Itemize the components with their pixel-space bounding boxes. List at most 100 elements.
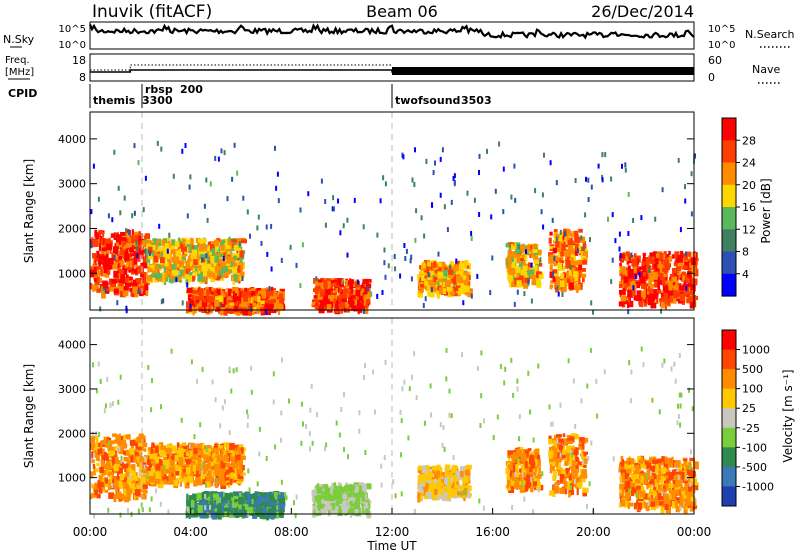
- power-echo-cell-7: [671, 267, 677, 274]
- velocity-echo-cell-1: [191, 461, 194, 469]
- velocity-echo-cell-1: [166, 455, 169, 459]
- power-echo-cell-1: [200, 254, 206, 259]
- power-echo-cell-7: [658, 272, 664, 278]
- power-echo-cell-1: [182, 271, 185, 276]
- power-echo-cell-0: [111, 264, 118, 270]
- power-echo-cell-1: [153, 254, 159, 263]
- power-echo-cell-7: [693, 268, 699, 277]
- power-echo-cell-2: [267, 305, 271, 312]
- power-echo-cell-3: [351, 306, 355, 311]
- power-echo-cell-1: [206, 245, 210, 252]
- velocity-echo-cell-3: [366, 483, 372, 490]
- velocity-echo-cell-1: [147, 450, 153, 456]
- power-echo-cell-sparse: [144, 175, 147, 181]
- power-echo-cell-sparse: [611, 212, 614, 218]
- power-colorbar-tick-label: 12: [742, 223, 756, 236]
- power-echo-cell-1: [167, 259, 172, 266]
- power-colorbar-tick-label: 20: [742, 179, 756, 192]
- velocity-echo-cell-1: [171, 460, 175, 465]
- power-echo-cell-2: [240, 308, 245, 314]
- velocity-echo-cell-0: [130, 455, 136, 463]
- power-echo-cell-0: [131, 250, 134, 254]
- velocity-echo-cell-2: [260, 509, 267, 516]
- velocity-echo-cell-1: [193, 447, 198, 455]
- power-echo-cell-7: [660, 301, 665, 309]
- power-echo-cell-0: [114, 242, 120, 249]
- power-echo-cell-0: [120, 269, 124, 275]
- velocity-echo-cell-1: [178, 443, 184, 449]
- power-echo-cell-7: [643, 271, 647, 277]
- power-echo-cell-1: [171, 256, 177, 263]
- power-echo-cell-0: [125, 229, 130, 233]
- power-echo-cell-4: [437, 271, 442, 279]
- velocity-echo-cell-2: [212, 493, 217, 499]
- velocity-echo-cell-1: [202, 451, 205, 459]
- power-echo-cell-7: [631, 288, 636, 296]
- power-echo-cell-4: [429, 291, 435, 298]
- power-echo-cell-2: [216, 307, 223, 312]
- power-echo-cell-1: [193, 259, 199, 265]
- power-echo-cell-1: [215, 275, 220, 281]
- velocity-echo-cell-2: [273, 505, 278, 509]
- power-y-tick-label: 3000: [58, 178, 86, 191]
- power-echo-cell-sparse: [242, 195, 245, 201]
- power-echo-cell-7: [685, 279, 690, 283]
- velocity-echo-cell-2: [186, 493, 189, 502]
- power-echo-cell-sparse: [584, 212, 587, 218]
- power-echo-cell-5: [508, 261, 512, 270]
- power-echo-cell-6: [570, 279, 574, 285]
- power-echo-cell-3: [314, 297, 319, 304]
- velocity-echo-cell-0: [97, 448, 100, 455]
- power-echo-cell-2: [248, 294, 255, 298]
- power-colorbar-swatch: [722, 207, 736, 230]
- power-echo-cell-5: [534, 268, 537, 275]
- power-echo-cell-5: [508, 270, 514, 277]
- power-echo-cell-1: [212, 273, 216, 279]
- velocity-echo-cell-1: [167, 478, 173, 485]
- velocity-echo-cell-3: [359, 507, 365, 514]
- power-echo-cell-0: [93, 266, 97, 274]
- power-echo-cell-3: [320, 277, 325, 283]
- power-echo-cell-6: [572, 271, 579, 277]
- power-echo-cell-5: [518, 264, 522, 268]
- power-echo-cell-2: [260, 308, 265, 314]
- power-echo-cell-7: [687, 270, 692, 279]
- power-echo-cell-1: [179, 256, 183, 260]
- power-echo-cell-5: [521, 244, 526, 253]
- power-echo-cell-sparse: [517, 244, 520, 250]
- velocity-echo-cell-0: [123, 456, 129, 462]
- velocity-echo-cell-0: [135, 475, 139, 482]
- power-echo-cell-1: [182, 238, 186, 245]
- velocity-echo-cell-1: [238, 468, 243, 475]
- power-echo-cell-0: [94, 277, 100, 285]
- power-echo-cell-1: [175, 250, 180, 257]
- power-echo-cell-6: [582, 241, 586, 248]
- power-echo-cell-sparse: [266, 251, 269, 257]
- power-echo-cell-6: [563, 248, 570, 255]
- power-echo-cell-1: [230, 261, 233, 267]
- power-echo-cell-0: [130, 271, 135, 275]
- power-echo-cell-1: [221, 266, 226, 273]
- power-panel-frame: [89, 111, 695, 311]
- power-echo-cell-7: [653, 292, 658, 297]
- velocity-echo-cell-2: [266, 492, 269, 498]
- power-echo-cell-4: [430, 263, 435, 271]
- velocity-echo-cell-0: [114, 454, 118, 461]
- power-echo-cell-7: [624, 256, 629, 262]
- power-echo-cell-1: [157, 246, 161, 252]
- power-echo-cell-1: [185, 276, 189, 284]
- power-echo-cell-sparse: [478, 170, 480, 175]
- power-echo-cell-7: [633, 266, 637, 273]
- power-echo-cell-7: [691, 277, 694, 285]
- power-echo-cell-1: [199, 243, 206, 251]
- power-echo-cell-5: [507, 255, 512, 262]
- power-echo-cell-sparse: [280, 257, 283, 263]
- velocity-echo-cell-0: [123, 434, 128, 438]
- power-echo-cell-6: [557, 241, 563, 247]
- power-echo-cell-0: [122, 264, 127, 270]
- velocity-echo-cell-1: [155, 443, 161, 447]
- power-echo-cell-3: [338, 281, 344, 287]
- power-echo-cell-2: [210, 291, 214, 299]
- velocity-echo-cell-0: [122, 478, 127, 486]
- velocity-echo-cell-0: [93, 469, 96, 476]
